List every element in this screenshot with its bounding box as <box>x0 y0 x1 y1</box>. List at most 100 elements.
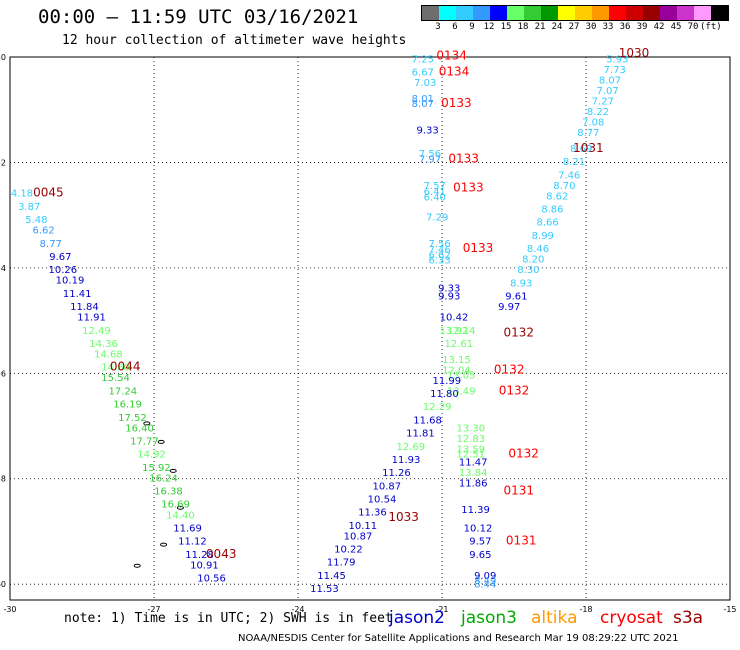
wave-height-label: 13.15 <box>442 355 471 366</box>
lat-tick-label: -50 <box>0 53 6 62</box>
wave-height-label: 8.30 <box>517 265 539 276</box>
lon-tick-label: -15 <box>723 605 736 614</box>
wave-height-label: 8.70 <box>553 181 575 192</box>
wave-height-label: 17.52 <box>118 413 147 424</box>
wave-height-label: 11.80 <box>430 389 459 400</box>
colorbar-swatch <box>558 6 575 20</box>
wave-height-label: 6.40 <box>424 192 446 203</box>
wave-height-label: 11.68 <box>413 415 442 426</box>
colorbar-tick-label: 45 <box>670 22 682 32</box>
pass-time-label: 0133 <box>463 241 494 255</box>
wave-height-label: 7.46 <box>558 170 580 181</box>
lon-tick-label: -18 <box>579 605 592 614</box>
colorbar-tick-label: 12 <box>483 22 495 32</box>
pass-time-label: 0132 <box>494 362 525 376</box>
colorbar-tick-label: 42 <box>653 22 665 32</box>
wave-height-label: 8.62 <box>546 191 568 202</box>
colorbar-tick-label: 27 <box>568 22 580 32</box>
lon-tick-label: -27 <box>147 605 160 614</box>
wave-height-label: 11.26 <box>382 468 411 479</box>
colorbar-swatch <box>507 6 524 20</box>
colorbar-swatch <box>626 6 643 20</box>
colorbar-swatch <box>711 6 728 20</box>
wave-height-label: 11.79 <box>327 558 356 569</box>
wave-height-label: 14.36 <box>89 339 118 350</box>
legend-item-altika: altika <box>531 608 578 628</box>
wave-height-label: 10.26 <box>48 265 77 276</box>
colorbar-tick-label: 3 <box>435 22 441 32</box>
wave-height-label: 8.20 <box>522 255 544 266</box>
wave-height-label: 16.40 <box>125 423 154 434</box>
wave-height-label: 9.93 <box>438 292 460 303</box>
island-marker <box>143 421 151 426</box>
colorbar-tick-label: 6 <box>452 22 458 32</box>
wave-height-label: 12.51 <box>456 450 485 461</box>
lat-tick-label: -60 <box>0 580 6 589</box>
wave-height-label: 12.04 <box>442 365 471 376</box>
wave-height-label: 7.56 <box>428 239 450 250</box>
wave-height-label: 8.69 <box>570 144 592 155</box>
wave-height-label: 7.46 <box>428 245 450 256</box>
wave-height-label: 12.14 <box>447 326 476 337</box>
wave-height-label: 10.11 <box>348 521 377 532</box>
island-marker <box>157 439 165 444</box>
wave-height-label: 9.33 <box>438 284 460 295</box>
wave-height-label: 9.09 <box>474 571 496 582</box>
wave-height-label: 8.46 <box>527 244 549 255</box>
pass-time-label: 0044 <box>110 360 141 374</box>
wave-height-label: 16.38 <box>154 487 183 498</box>
wave-height-label: 11.99 <box>432 376 461 387</box>
pass-time-label: 0134 <box>436 49 467 63</box>
island-marker <box>160 542 168 547</box>
lat-tick-label: -56 <box>0 369 6 378</box>
wave-height-label: 11.93 <box>392 455 421 466</box>
island-marker <box>133 563 141 568</box>
wave-height-label: 11.69 <box>173 523 202 534</box>
wave-height-label: 6.33 <box>428 256 450 267</box>
colorbar-tick-label: 15 <box>500 22 512 32</box>
colorbar <box>421 5 729 21</box>
wave-height-label: 11.36 <box>358 508 387 519</box>
wave-height-label: 13.49 <box>447 386 476 397</box>
wave-height-label: 7.56 <box>419 149 441 160</box>
colorbar-swatch <box>643 6 660 20</box>
wave-height-label: 8.01 <box>412 94 434 105</box>
wave-height-label: 8.93 <box>510 278 532 289</box>
wave-height-label: 9.65 <box>469 550 491 561</box>
colorbar-swatch <box>575 6 592 20</box>
chart-title: 00:00 – 11:59 UTC 03/16/2021 <box>38 6 359 28</box>
wave-height-label: 7.27 <box>592 96 614 107</box>
pass-time-label: 0132 <box>504 325 535 339</box>
wave-height-label: 7.08 <box>582 118 604 129</box>
wave-height-label: 7.07 <box>596 86 618 97</box>
chart-subtitle: 12 hour collection of altimeter wave hei… <box>62 33 407 48</box>
wave-height-label: 11.39 <box>461 505 490 516</box>
colorbar-swatch <box>677 6 694 20</box>
wave-height-label: 10.87 <box>344 531 373 542</box>
wave-height-label: 7.03 <box>414 78 436 89</box>
colorbar-tick-label: 21 <box>534 22 546 32</box>
lon-tick-label: -21 <box>435 605 448 614</box>
colorbar-tick-label: 30 <box>585 22 597 32</box>
pass-time-label: 0131 <box>506 534 537 548</box>
colorbar-tick-label: 39 <box>636 22 648 32</box>
wave-height-label: 11.28 <box>185 550 214 561</box>
legend-item-jason3: jason3 <box>461 608 517 628</box>
colorbar-tick-label: 33 <box>602 22 614 32</box>
wave-height-label: 17.24 <box>108 386 137 397</box>
wave-height-label: 8.22 <box>587 107 609 118</box>
wave-height-label: 7.97 <box>419 154 441 165</box>
wave-height-label: 9.67 <box>49 252 71 263</box>
wave-height-label: 10.87 <box>372 481 401 492</box>
wave-height-label: 16.19 <box>113 400 142 411</box>
colorbar-tick-labels: 3 6 9 12 15 18 21 24 27 30 33 36 39 42 45 70 <box>421 22 731 34</box>
wave-height-label: 8.66 <box>536 218 558 229</box>
wave-height-label: 8.77 <box>577 128 599 139</box>
legend-item-cryosat: cryosat <box>600 608 663 628</box>
colorbar-swatch <box>422 6 439 20</box>
wave-height-label: 14.68 <box>94 349 123 360</box>
wave-height-label: 9.33 <box>416 125 438 136</box>
wave-height-label: 11.41 <box>63 289 92 300</box>
colorbar-swatch <box>473 6 490 20</box>
wave-height-label: 13.30 <box>456 423 485 434</box>
